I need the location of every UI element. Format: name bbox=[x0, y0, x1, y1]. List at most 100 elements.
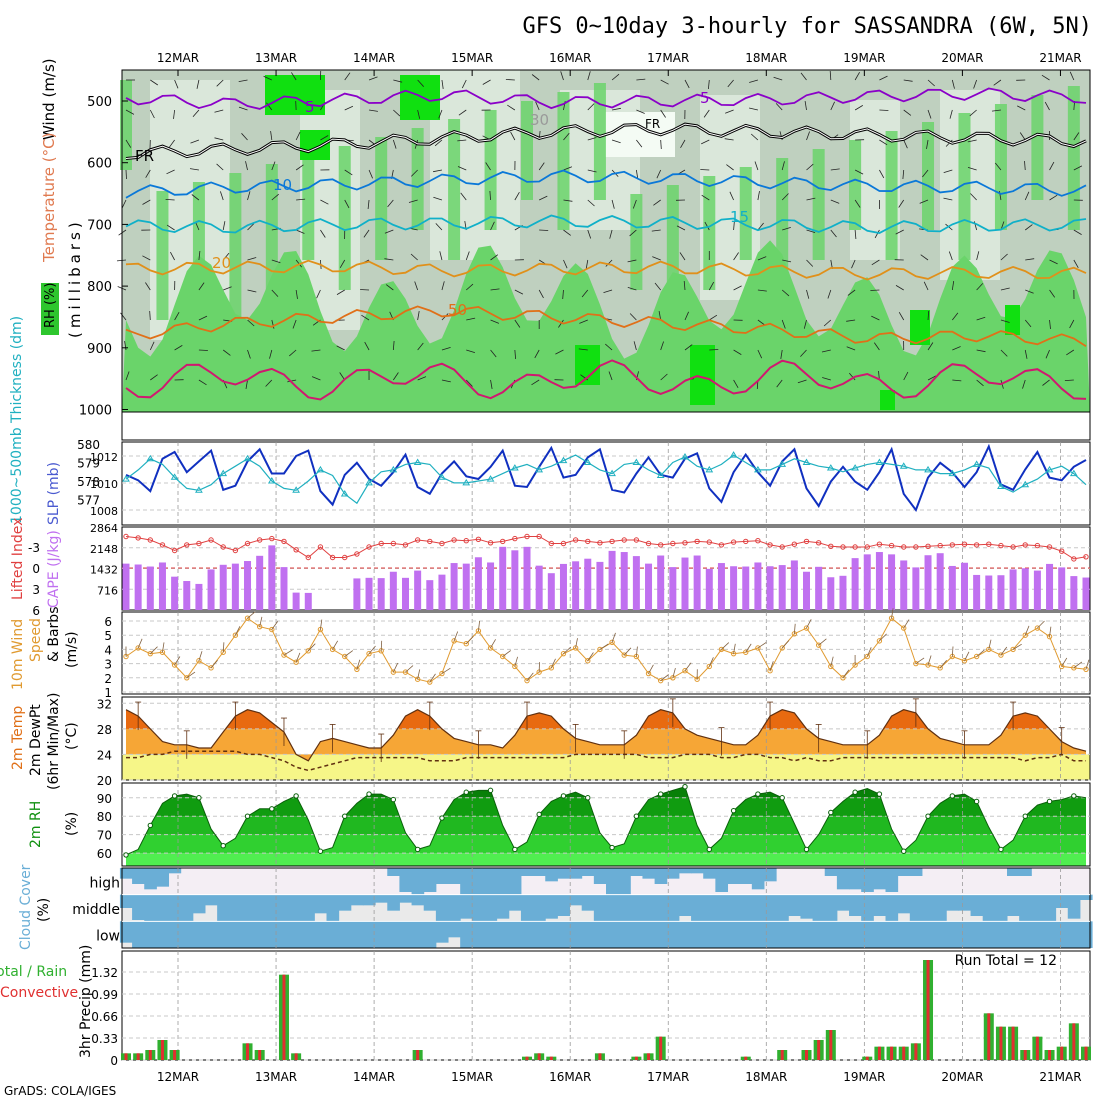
contour-label-5: 5 bbox=[700, 89, 710, 107]
cloud-high-bar bbox=[836, 868, 850, 890]
wind10-point bbox=[597, 646, 603, 653]
cape-tick-1432: 1432 bbox=[90, 564, 118, 577]
wind10-barb bbox=[745, 643, 752, 653]
rh-tick-60: 60 bbox=[97, 847, 112, 861]
wind10-point bbox=[718, 646, 725, 653]
rh2m-point bbox=[657, 791, 664, 797]
precip-conv-bar bbox=[124, 1053, 128, 1060]
wind10-barb bbox=[235, 626, 241, 636]
wind-barb bbox=[898, 311, 905, 321]
wind-barb bbox=[951, 281, 955, 291]
wind-barb bbox=[563, 166, 573, 171]
wind-barb bbox=[700, 169, 710, 171]
wind-barb bbox=[829, 70, 832, 81]
lifted-point bbox=[463, 538, 469, 544]
cloud-middle-bar bbox=[241, 894, 255, 922]
cape-bar bbox=[268, 545, 276, 610]
cloud-high-bar bbox=[618, 868, 631, 895]
wind-barb bbox=[247, 257, 257, 261]
wind-barb bbox=[781, 161, 785, 171]
lifted-point bbox=[147, 537, 154, 543]
wind-barb bbox=[1073, 259, 1079, 268]
wind-barb bbox=[149, 310, 151, 321]
wind-barb bbox=[1069, 319, 1075, 329]
wind-barb bbox=[782, 227, 791, 231]
wind-barb bbox=[827, 289, 832, 299]
thick-tick-579: 579 bbox=[77, 457, 100, 471]
cloud-middle-bar bbox=[812, 894, 826, 922]
wind-barb bbox=[166, 169, 175, 175]
cape-bar bbox=[207, 569, 215, 610]
wind-barb bbox=[585, 259, 589, 269]
wind-barb bbox=[220, 191, 224, 201]
wind10-barb bbox=[988, 639, 992, 650]
wind-barb bbox=[266, 102, 273, 111]
thickness-point bbox=[170, 473, 179, 480]
wind-barb bbox=[271, 193, 279, 201]
cloud-low-bar bbox=[800, 921, 814, 948]
wind-barb bbox=[433, 196, 443, 201]
wind-barb bbox=[482, 79, 491, 85]
lifted-point bbox=[973, 542, 980, 548]
lifted-point bbox=[427, 538, 433, 545]
wind10-barb bbox=[186, 671, 196, 679]
cloud-middle-bar bbox=[569, 894, 583, 906]
wind10-point bbox=[402, 669, 409, 675]
wind10-barb bbox=[344, 650, 354, 657]
cloud-middle-bar bbox=[800, 894, 814, 919]
rh-saturated-patch bbox=[910, 310, 930, 345]
thickness-point bbox=[122, 475, 130, 482]
contour-label-15: 15 bbox=[730, 208, 749, 226]
lifted-point bbox=[1046, 544, 1053, 550]
cloud-low-bar bbox=[897, 921, 911, 948]
wind-barb bbox=[441, 281, 445, 291]
wind10-barb bbox=[635, 646, 638, 657]
rh-saturated-patch bbox=[575, 345, 600, 385]
wind10-point bbox=[512, 663, 518, 670]
cape-lifted-panel: -3 0 3 6 2864 2148 1432 716 bbox=[28, 522, 1091, 618]
thick-tick-580: 580 bbox=[77, 438, 100, 452]
wind10-barb bbox=[320, 619, 323, 630]
wind-barb bbox=[611, 199, 615, 209]
wind-barb bbox=[490, 319, 500, 324]
cape-tick-2148: 2148 bbox=[90, 543, 118, 556]
cape-bar bbox=[900, 560, 908, 610]
label-lifted: Lifted Index bbox=[10, 518, 26, 600]
thickness-point bbox=[583, 458, 592, 465]
lifted-point bbox=[961, 541, 968, 547]
wind-barb bbox=[434, 139, 443, 147]
lifted-point bbox=[670, 540, 676, 547]
lifted-point bbox=[487, 540, 494, 546]
lifted-point bbox=[500, 538, 506, 545]
cloud-high-bar bbox=[642, 868, 656, 879]
thickness-point bbox=[778, 460, 787, 467]
wind-barb bbox=[417, 376, 427, 381]
wind10-point bbox=[815, 642, 822, 648]
cloud-middle-bar bbox=[581, 894, 595, 911]
cloud-low-bar bbox=[192, 921, 206, 948]
wind-barb bbox=[223, 286, 232, 291]
lifted-point bbox=[123, 533, 129, 540]
cloud-low-bar bbox=[484, 921, 498, 948]
wind-barb bbox=[733, 220, 735, 231]
lifted-point bbox=[743, 538, 749, 545]
run-total: Run Total = 12 bbox=[955, 953, 1057, 969]
wind-barb bbox=[466, 349, 476, 353]
wind-barb bbox=[587, 199, 595, 207]
wind-barb bbox=[927, 310, 930, 321]
wind-barb bbox=[1024, 319, 1032, 328]
thickness-point bbox=[972, 460, 981, 467]
wind-barb bbox=[902, 169, 905, 180]
lifted-point bbox=[986, 541, 992, 547]
label-wind10-b: Speed bbox=[28, 618, 44, 662]
cape-bar bbox=[766, 566, 774, 610]
cloud-low-bar bbox=[217, 921, 230, 948]
lifted-point bbox=[1071, 556, 1077, 562]
date-top-20MAR: 20MAR bbox=[941, 51, 983, 65]
wind10-barb bbox=[210, 660, 218, 669]
wind-barb bbox=[683, 280, 686, 291]
wind10-point bbox=[1058, 663, 1065, 670]
cloud-frame bbox=[121, 867, 1091, 949]
wind-barb bbox=[708, 281, 715, 291]
wind-barb bbox=[806, 229, 816, 233]
